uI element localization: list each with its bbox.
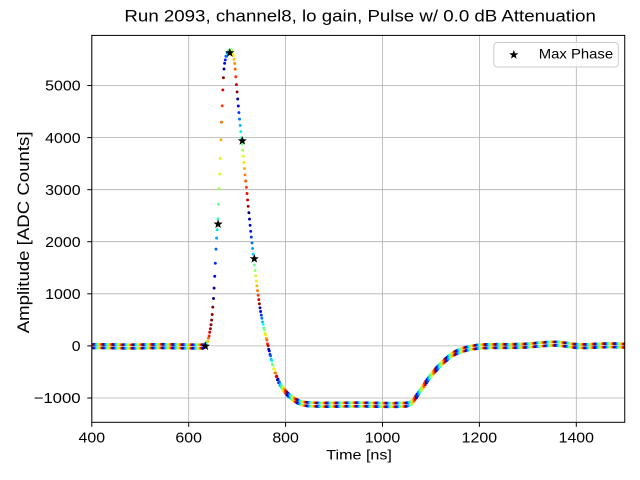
svg-text:1000: 1000 bbox=[45, 287, 80, 303]
svg-text:1200: 1200 bbox=[462, 431, 497, 447]
svg-text:4000: 4000 bbox=[45, 131, 80, 147]
svg-text:Run 2093, channel8, lo gain, P: Run 2093, channel8, lo gain, Pulse w/ 0.… bbox=[124, 6, 596, 25]
svg-text:3000: 3000 bbox=[45, 183, 80, 199]
svg-text:600: 600 bbox=[175, 431, 202, 447]
svg-text:1000: 1000 bbox=[365, 431, 400, 447]
svg-text:5000: 5000 bbox=[45, 79, 80, 95]
svg-text:Max Phase: Max Phase bbox=[539, 46, 614, 62]
svg-text:Time [ns]: Time [ns] bbox=[326, 447, 392, 463]
svg-text:−1000: −1000 bbox=[34, 391, 81, 407]
svg-text:Amplitude [ADC Counts]: Amplitude [ADC Counts] bbox=[14, 131, 33, 333]
svg-text:0: 0 bbox=[72, 339, 81, 355]
svg-text:800: 800 bbox=[272, 431, 299, 447]
svg-text:2000: 2000 bbox=[45, 235, 80, 251]
svg-text:1400: 1400 bbox=[559, 431, 594, 447]
svg-text:400: 400 bbox=[79, 431, 106, 447]
